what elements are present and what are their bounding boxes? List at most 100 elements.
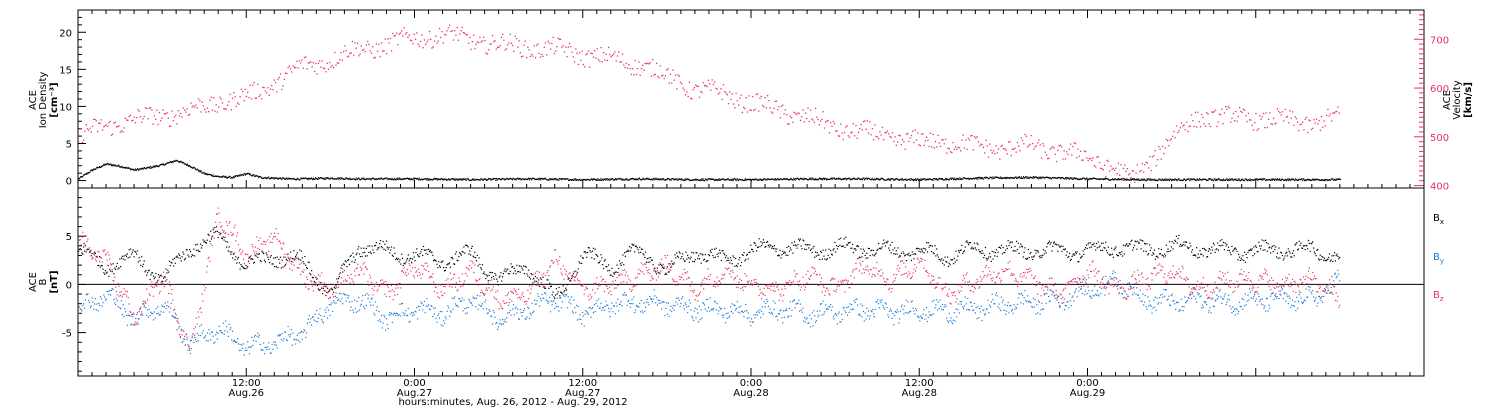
velocity-point <box>385 53 388 55</box>
bx-point <box>1269 246 1271 248</box>
bx-point <box>1248 249 1250 252</box>
density-point <box>1177 178 1180 180</box>
density-point <box>330 177 332 179</box>
density-point <box>115 165 118 167</box>
density-point <box>834 178 836 180</box>
density-point <box>1014 176 1016 179</box>
density-point <box>1201 179 1203 181</box>
density-point <box>836 178 838 180</box>
velocity-point <box>1331 120 1333 122</box>
velocity-point <box>677 74 679 76</box>
bx-point <box>301 257 303 259</box>
velocity-point <box>1117 162 1120 164</box>
by-point <box>306 322 309 324</box>
bx-point <box>851 243 854 245</box>
bx-point <box>304 255 306 258</box>
bx-point <box>413 256 415 258</box>
bx-point <box>449 266 452 268</box>
density-point <box>771 178 773 180</box>
density-point <box>802 178 804 180</box>
velocity-point <box>272 88 274 91</box>
velocity-point <box>240 88 243 90</box>
velocity-point <box>841 132 843 134</box>
by-point <box>183 338 185 340</box>
bx-point <box>328 289 330 291</box>
density-point <box>1155 179 1157 182</box>
velocity-point <box>1271 123 1274 125</box>
bx-point <box>104 273 106 275</box>
density-point <box>1109 179 1111 181</box>
velocity-point <box>821 118 823 120</box>
velocity-point <box>475 43 477 45</box>
velocity-point <box>1087 159 1089 162</box>
velocity-point <box>401 30 403 32</box>
velocity-point <box>1120 164 1122 166</box>
velocity-point <box>493 41 495 43</box>
density-point <box>176 160 179 162</box>
bx-point <box>481 264 483 266</box>
bx-point <box>885 241 887 243</box>
density-point <box>338 177 340 180</box>
density-point <box>614 178 617 180</box>
bx-point <box>464 252 466 254</box>
velocity-point <box>373 57 375 59</box>
bx-point <box>136 253 138 255</box>
bx-point <box>438 265 441 267</box>
density-point <box>1128 179 1130 181</box>
density-point <box>355 177 357 179</box>
density-point <box>343 178 345 180</box>
bx-point <box>809 244 811 246</box>
bx-point <box>1040 255 1042 257</box>
bx-point <box>652 264 654 266</box>
bx-point <box>1233 248 1236 250</box>
density-point <box>272 177 275 179</box>
bx-point <box>930 245 932 247</box>
density-point <box>1143 178 1145 180</box>
by-point <box>224 330 226 332</box>
bx-point <box>508 273 510 275</box>
bx-point <box>1083 253 1085 255</box>
velocity-point <box>904 148 906 150</box>
bx-point <box>562 285 564 287</box>
bx-point <box>942 259 945 261</box>
velocity-point <box>792 121 794 124</box>
bx-point <box>502 272 505 275</box>
bx-point <box>574 276 576 278</box>
density-point <box>1325 178 1328 181</box>
by-point <box>79 308 81 310</box>
velocity-point <box>1259 115 1261 117</box>
density-point <box>376 178 378 180</box>
density-point <box>640 179 643 181</box>
density-point <box>462 178 465 180</box>
bx-point <box>148 269 150 271</box>
bx-point <box>570 277 573 279</box>
by-point <box>290 329 293 331</box>
density-point <box>641 178 643 180</box>
velocity-point <box>539 56 542 58</box>
density-point <box>654 178 657 180</box>
density-point <box>1072 178 1074 180</box>
bx-point <box>832 249 834 251</box>
bx-point <box>1199 250 1201 252</box>
velocity-point <box>1252 129 1255 131</box>
bx-point <box>835 251 837 253</box>
velocity-point <box>1217 121 1219 123</box>
bx-point <box>756 250 758 252</box>
bx-point <box>650 256 652 259</box>
density-point <box>532 177 535 180</box>
density-point <box>443 179 445 181</box>
bx-point <box>406 257 409 260</box>
velocity-point <box>917 132 919 134</box>
velocity-point <box>721 98 723 101</box>
density-point <box>189 165 191 167</box>
bx-point <box>598 261 600 264</box>
by-point <box>120 307 122 310</box>
by-point <box>268 348 271 350</box>
bx-point <box>627 249 629 251</box>
density-point <box>353 178 355 180</box>
bx-point <box>694 259 696 261</box>
velocity-point <box>594 50 596 52</box>
density-point <box>941 177 943 180</box>
velocity-point <box>143 115 145 118</box>
bx-point <box>976 242 978 244</box>
